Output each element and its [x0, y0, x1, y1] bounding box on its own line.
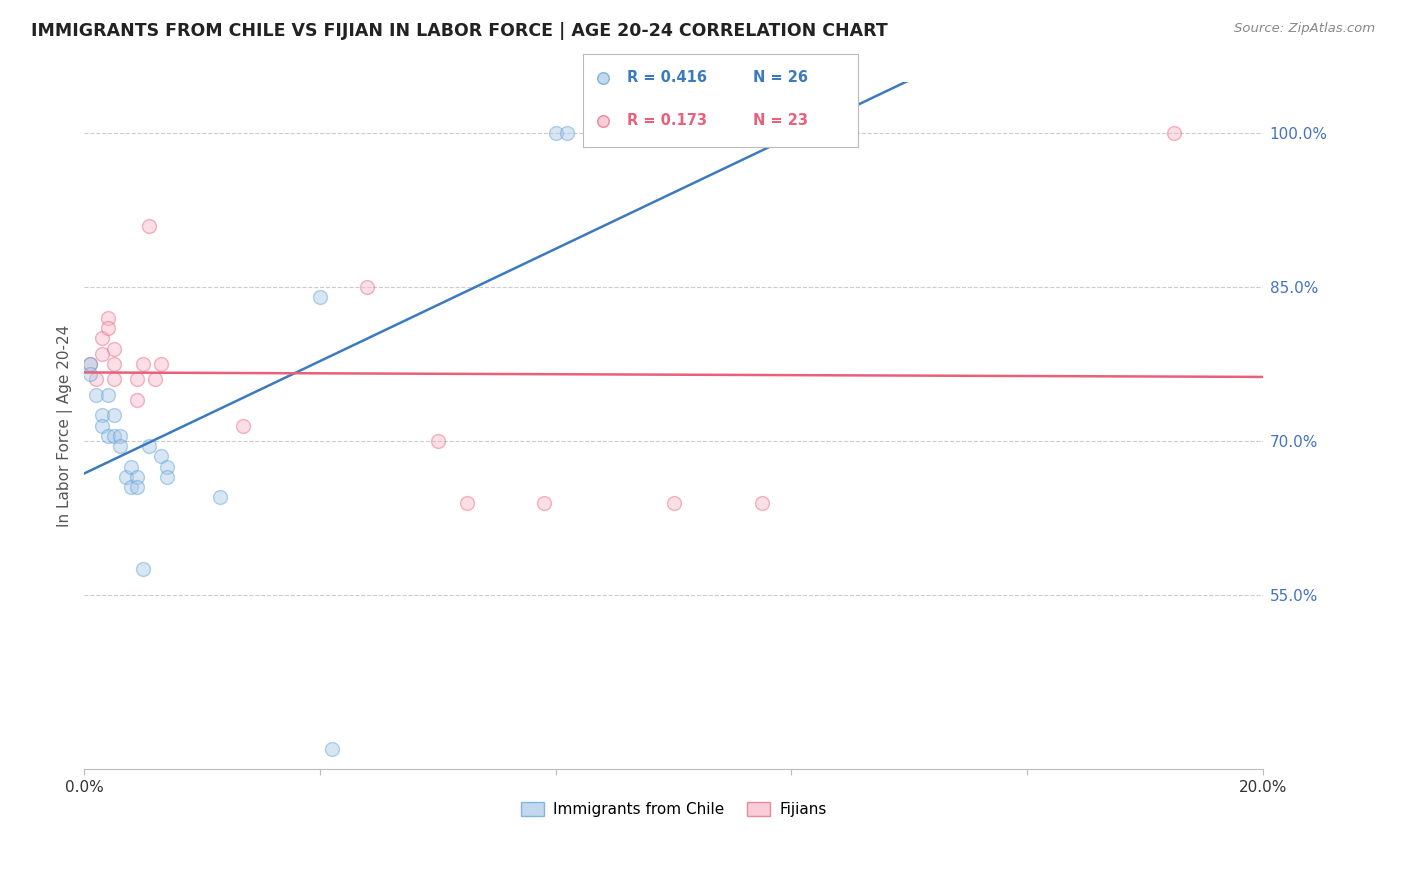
Point — [120, 480, 142, 494]
Point — [356, 280, 378, 294]
Point — [456, 495, 478, 509]
Point — [127, 480, 149, 494]
Point — [103, 409, 125, 423]
Point — [321, 741, 343, 756]
Point — [91, 331, 114, 345]
Point — [120, 459, 142, 474]
Point — [138, 219, 160, 233]
Point — [91, 347, 114, 361]
Point — [232, 418, 254, 433]
Point — [84, 372, 107, 386]
Point — [91, 418, 114, 433]
Text: R = 0.416: R = 0.416 — [627, 70, 707, 86]
Text: R = 0.173: R = 0.173 — [627, 113, 707, 128]
Point — [97, 429, 120, 443]
Point — [751, 495, 773, 509]
Point — [103, 357, 125, 371]
Point — [662, 495, 685, 509]
Point — [91, 409, 114, 423]
Point — [557, 126, 579, 140]
Y-axis label: In Labor Force | Age 20-24: In Labor Force | Age 20-24 — [58, 325, 73, 527]
Point — [309, 290, 332, 304]
Point — [208, 491, 231, 505]
Point — [132, 562, 155, 576]
Text: N = 23: N = 23 — [754, 113, 808, 128]
Text: Source: ZipAtlas.com: Source: ZipAtlas.com — [1234, 22, 1375, 36]
Point — [132, 357, 155, 371]
Point — [426, 434, 449, 448]
Point — [108, 439, 131, 453]
Point — [592, 70, 614, 85]
Text: N = 26: N = 26 — [754, 70, 808, 86]
Point — [138, 439, 160, 453]
Point — [79, 357, 101, 371]
Point — [149, 450, 172, 464]
Point — [103, 342, 125, 356]
Point — [156, 470, 179, 484]
Point — [544, 126, 567, 140]
Point — [149, 357, 172, 371]
Point — [103, 429, 125, 443]
Text: IMMIGRANTS FROM CHILE VS FIJIAN IN LABOR FORCE | AGE 20-24 CORRELATION CHART: IMMIGRANTS FROM CHILE VS FIJIAN IN LABOR… — [31, 22, 887, 40]
Point — [1163, 126, 1185, 140]
Point — [97, 388, 120, 402]
Legend: Immigrants from Chile, Fijians: Immigrants from Chile, Fijians — [515, 797, 832, 823]
Point — [156, 459, 179, 474]
Point — [127, 470, 149, 484]
Point — [114, 470, 136, 484]
Point — [143, 372, 166, 386]
Point — [79, 368, 101, 382]
Point — [127, 372, 149, 386]
Point — [533, 495, 555, 509]
Point — [103, 372, 125, 386]
Point — [127, 392, 149, 407]
Point — [108, 429, 131, 443]
Point — [84, 388, 107, 402]
Point — [97, 321, 120, 335]
Point — [79, 357, 101, 371]
Point — [592, 114, 614, 128]
Point — [97, 310, 120, 325]
